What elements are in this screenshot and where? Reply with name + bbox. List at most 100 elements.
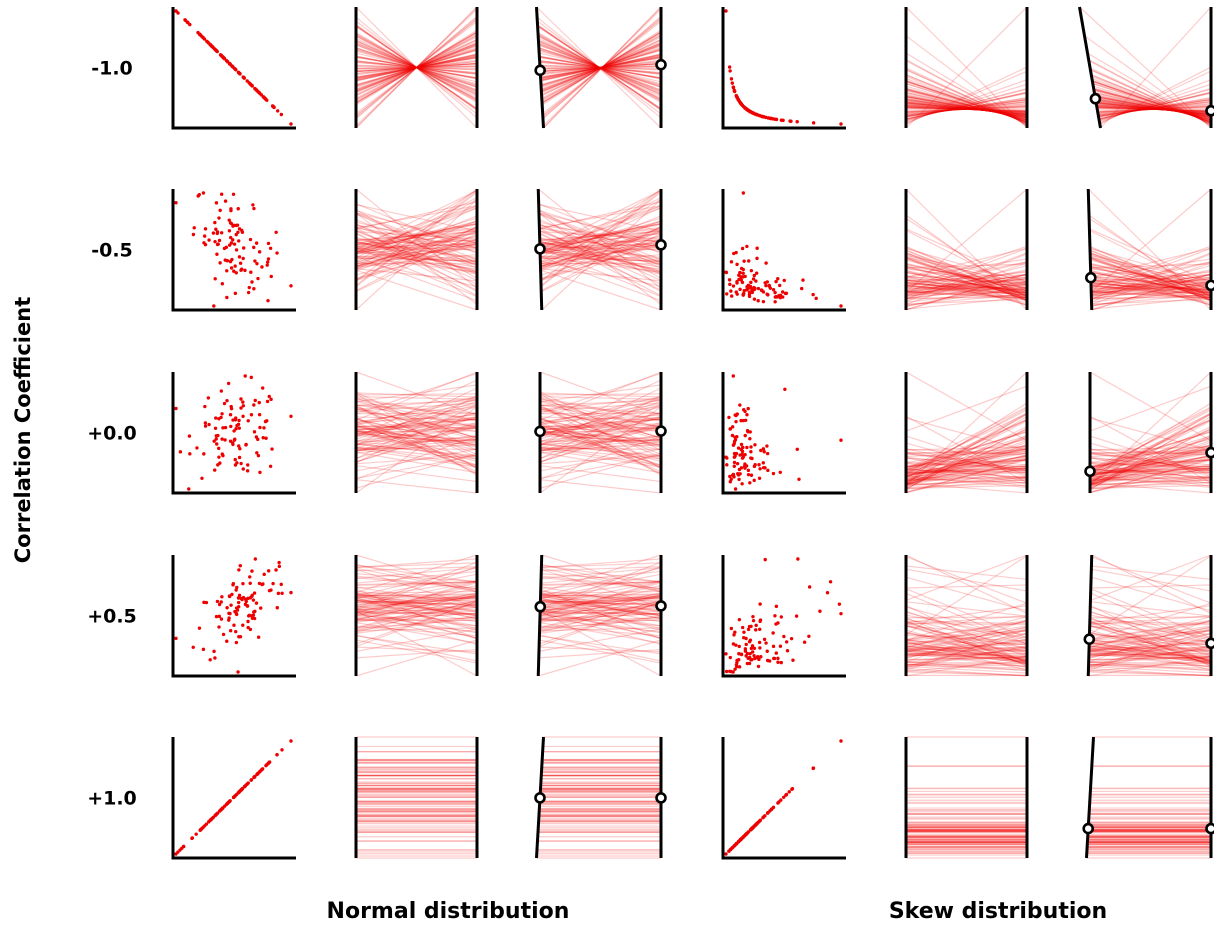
parallel-line	[905, 625, 1028, 650]
parallel-line	[1088, 619, 1212, 663]
scatter-point	[783, 387, 787, 391]
parallel-line	[1091, 285, 1212, 289]
scatter-point	[257, 250, 262, 254]
scatter-point	[794, 614, 799, 618]
parallel-line	[540, 590, 662, 603]
parallel-line	[355, 430, 478, 441]
parallel-line	[1090, 279, 1212, 304]
mean-marker-left	[534, 425, 546, 438]
parallel-line	[355, 230, 478, 246]
parallel-line	[355, 242, 478, 258]
parallel-line	[1091, 278, 1212, 293]
scatter-point	[773, 300, 777, 304]
parallel-line	[905, 245, 1028, 297]
scatter-point	[227, 594, 232, 598]
parallel-line	[355, 596, 478, 611]
parallel-line	[539, 612, 662, 634]
parallel-line	[355, 392, 478, 398]
parallel-line	[539, 399, 662, 406]
parallel-line	[1092, 79, 1212, 123]
parallel-line	[355, 425, 478, 429]
parallel-line	[540, 47, 662, 88]
parallel-line	[905, 248, 1028, 284]
parallel-line	[540, 48, 662, 87]
scatter-point	[756, 286, 761, 291]
parallel-line	[905, 619, 1028, 641]
parallel-line	[355, 191, 478, 288]
parallel-line	[905, 263, 1028, 269]
scatter-point	[738, 287, 742, 292]
scatter-point	[234, 248, 239, 252]
scatter-point	[263, 97, 268, 101]
parallel-line	[905, 298, 1028, 305]
parallel-line	[537, 31, 662, 104]
parallel-line	[539, 612, 662, 621]
scatter-point	[256, 635, 261, 639]
parallel-line	[355, 612, 478, 634]
parallel-line	[539, 425, 662, 451]
parallel-line	[541, 33, 662, 102]
parallel-line	[355, 425, 478, 463]
parallel-line	[355, 451, 478, 474]
scatter-point	[734, 643, 738, 647]
group-label: Normal distribution	[327, 899, 570, 924]
parallel-line	[1100, 6, 1212, 129]
scatter-point	[235, 585, 239, 590]
scatter-point	[229, 603, 233, 607]
parallel-line	[905, 476, 1028, 482]
parallel-line	[355, 209, 478, 279]
parallel-line	[1089, 449, 1212, 455]
parallel-line	[905, 428, 1028, 489]
parallel-line	[355, 220, 478, 254]
parallel-line	[355, 595, 478, 599]
scatter-point	[289, 122, 293, 126]
parallel-line	[905, 253, 1028, 303]
scatter-point	[744, 832, 748, 836]
parallel-line	[539, 603, 662, 631]
parallel-line	[905, 652, 1028, 657]
scatter-point	[252, 775, 257, 779]
parallel-line	[1088, 628, 1212, 671]
parallel-line	[1088, 214, 1212, 303]
parallel-line	[905, 267, 1028, 289]
parallel-line	[905, 446, 1028, 451]
scatter-point	[217, 446, 221, 451]
scatter-point	[758, 627, 762, 631]
parallel-line	[1091, 296, 1212, 310]
parallel-line	[1089, 624, 1212, 663]
parallel-line	[905, 419, 1028, 476]
parallel-line	[1090, 265, 1212, 285]
parallel-line	[539, 600, 662, 630]
parallel-line	[1096, 105, 1212, 113]
parallel-line	[540, 231, 662, 263]
parallel-line	[536, 16, 662, 119]
parallel-line	[355, 465, 478, 483]
parallel-line	[905, 188, 1028, 311]
parallel-line	[1091, 274, 1212, 293]
parallel-line	[1089, 229, 1212, 292]
scatter-point	[206, 396, 211, 400]
parallel-line	[1098, 91, 1212, 120]
parallel-line	[539, 406, 662, 494]
parallel-coordinates-panel	[354, 371, 479, 494]
parallel-line	[1089, 484, 1212, 490]
parallel-line	[355, 454, 478, 480]
parallel-line	[355, 260, 478, 287]
parallel-line	[355, 417, 478, 449]
parallel-line	[538, 44, 662, 91]
parallel-line	[355, 611, 478, 615]
parallel-line	[355, 595, 478, 606]
parallel-line	[905, 481, 1028, 489]
parallel-line	[1096, 107, 1212, 112]
parallel-line	[355, 593, 478, 613]
scatter-point	[238, 564, 242, 568]
parallel-line	[539, 55, 662, 80]
scatter-point	[734, 419, 738, 424]
parallel-line	[905, 646, 1028, 667]
parallel-line	[355, 52, 478, 83]
parallel-line	[355, 447, 478, 451]
parallel-line	[1088, 641, 1212, 651]
parallel-line	[355, 646, 478, 653]
scatter-point	[187, 487, 191, 491]
parallel-line	[355, 228, 478, 255]
